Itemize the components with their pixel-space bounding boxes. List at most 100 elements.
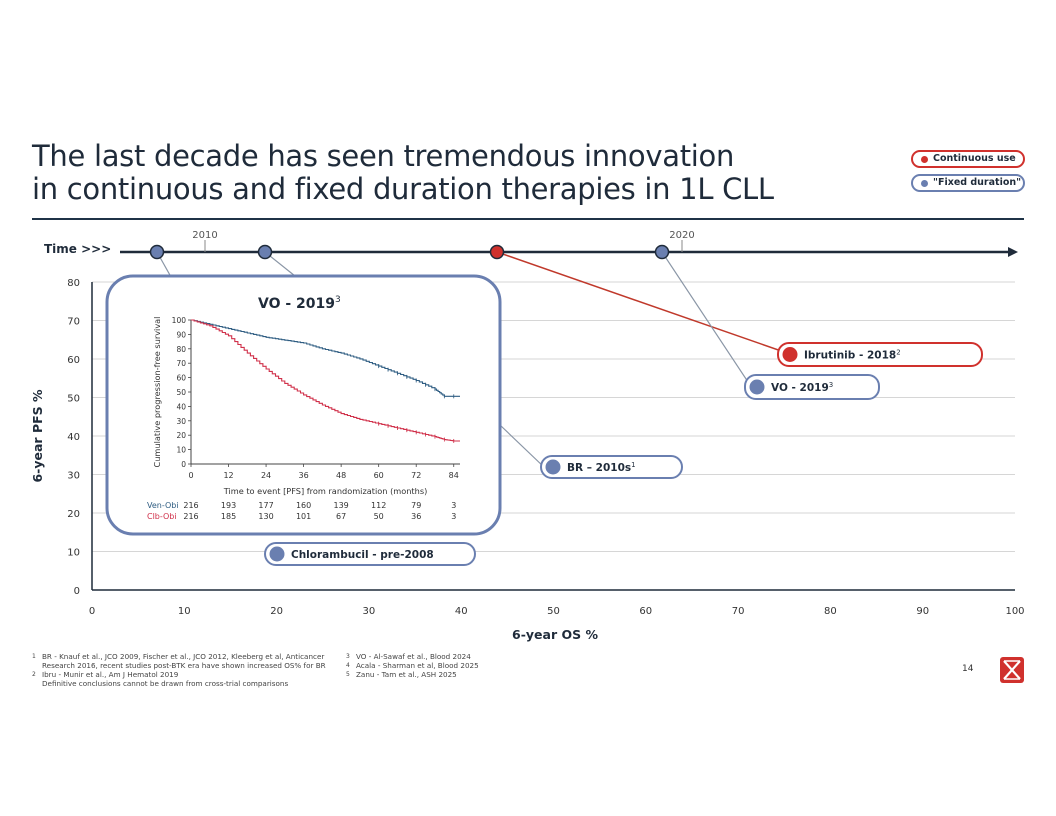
title-line-1: The last decade has seen tremendous inno…	[32, 139, 735, 173]
data-point-label: VO - 20193	[771, 381, 833, 394]
x-tick-label: 20	[270, 606, 283, 617]
title-line-2: in continuous and fixed duration therapi…	[32, 172, 774, 206]
inset-x-tick-label: 48	[336, 471, 346, 480]
x-tick-label: 50	[547, 606, 560, 617]
inset-y-tick-label: 80	[176, 345, 186, 354]
x-tick-label: 0	[89, 606, 95, 617]
x-tick-label: 10	[178, 606, 191, 617]
timeline-label: Time >>>	[44, 242, 111, 256]
company-logo-icon	[1000, 657, 1024, 683]
timeline-year-label: 2020	[669, 230, 694, 241]
inset-y-tick-label: 60	[176, 374, 186, 383]
risk-count: 112	[371, 501, 386, 510]
y-tick-label: 50	[67, 394, 80, 405]
inset-x-tick-label: 12	[223, 471, 233, 480]
footnote: 3 VO - Al-Sawaf et al., Blood 2024	[346, 652, 471, 661]
inset-y-tick-label: 90	[176, 330, 186, 339]
red-dot-icon	[921, 155, 928, 163]
y-tick-label: 60	[67, 355, 80, 366]
timeline-arrow-icon	[1008, 247, 1018, 257]
risk-count: 160	[296, 501, 311, 510]
title-divider	[32, 218, 1024, 220]
risk-count: 3	[451, 501, 456, 510]
timeline-marker-ibrutinib	[489, 244, 505, 260]
inset-x-tick-label: 36	[299, 471, 309, 480]
risk-count: 101	[296, 512, 311, 521]
page-title: The last decade has seen tremendous inno…	[32, 140, 852, 206]
data-point-label: BR – 2010s1	[567, 461, 636, 474]
risk-count: 177	[258, 501, 273, 510]
connector-line	[499, 424, 546, 469]
inset-y-tick-label: 100	[172, 316, 187, 325]
risk-count: 185	[221, 512, 236, 521]
x-axis-label: 6-year OS %	[512, 627, 598, 642]
x-tick-label: 30	[363, 606, 376, 617]
y-tick-label: 30	[67, 471, 80, 482]
x-tick-label: 60	[639, 606, 652, 617]
inset-panel	[105, 274, 502, 536]
x-tick-label: 70	[732, 606, 745, 617]
inset-x-tick-label: 0	[188, 471, 193, 480]
inset-x-tick-label: 84	[449, 471, 459, 480]
y-axis-label: 6-year PFS %	[30, 389, 45, 483]
inset-y-tick-label: 20	[176, 431, 186, 440]
timeline-marker-chlorambucil	[149, 244, 165, 260]
data-point-label: Chlorambucil - pre-2008	[291, 549, 434, 561]
risk-count: 3	[451, 512, 456, 521]
risk-count: 216	[183, 501, 198, 510]
inset-x-tick-label: 24	[261, 471, 271, 480]
inset-x-tick-label: 60	[374, 471, 384, 480]
legend-continuous-use: Continuous use	[911, 150, 1025, 168]
page-number: 14	[962, 664, 974, 674]
risk-count: 36	[411, 512, 421, 521]
connector-line	[661, 251, 753, 389]
timeline-marker-vo	[654, 244, 670, 260]
data-point-label-box	[540, 455, 683, 479]
risk-count: 130	[258, 512, 273, 521]
data-point-label-box	[777, 342, 983, 367]
data-point-label-box	[744, 374, 880, 400]
risk-row-label: Clb-Obi	[147, 512, 177, 521]
data-point-label-box	[264, 542, 476, 566]
y-tick-label: 0	[74, 586, 80, 597]
x-tick-label: 90	[916, 606, 929, 617]
risk-row-label: Ven-Obi	[147, 501, 179, 510]
data-point-marker	[269, 546, 285, 562]
risk-count: 79	[411, 501, 421, 510]
x-tick-label: 100	[1005, 606, 1024, 617]
data-point-label: Ibrutinib - 20182	[804, 349, 901, 362]
inset-y-tick-label: 40	[176, 402, 186, 411]
inset-y-axis-label: Cumulative progression-free survival	[152, 317, 162, 468]
inset-y-tick-label: 0	[181, 460, 186, 469]
y-tick-label: 10	[67, 548, 80, 559]
y-tick-label: 80	[67, 278, 80, 289]
data-point-marker	[782, 347, 798, 362]
y-tick-label: 70	[67, 317, 80, 328]
footnote: 5 Zanu - Tam et al., ASH 2025	[346, 670, 457, 679]
risk-count: 67	[336, 512, 346, 521]
footnote: 2 Ibru - Munir et al., Am J Hematol 2019	[32, 670, 179, 679]
x-tick-label: 40	[455, 606, 468, 617]
timeline-year-label: 2010	[192, 230, 217, 241]
y-tick-label: 20	[67, 509, 80, 520]
footnotes-right: 3 VO - Al-Sawaf et al., Blood 2024 4 Acala …	[346, 652, 479, 679]
inset-x-tick-label: 72	[411, 471, 421, 480]
inset-y-tick-label: 30	[176, 417, 186, 426]
risk-count: 139	[333, 501, 348, 510]
legend-label: Continuous use	[933, 153, 1016, 164]
x-tick-label: 80	[824, 606, 837, 617]
blue-dot-icon	[921, 179, 928, 187]
footnote: 1 BR - Knauf et al., JCO 2009, Fischer et…	[32, 652, 325, 661]
footnote: Research 2016, recent studies post-BTK e…	[42, 661, 326, 670]
risk-count: 193	[221, 501, 236, 510]
inset-x-axis-label: Time to event [PFS] from randomization (…	[223, 486, 428, 496]
inset-y-tick-label: 50	[176, 388, 186, 397]
footnotes-left: 1 BR - Knauf et al., JCO 2009, Fischer et…	[32, 652, 326, 688]
legend-label: "Fixed duration"	[933, 177, 1022, 188]
footnote: 4 Acala - Sharman et al, Blood 2025	[346, 661, 479, 670]
data-point-marker	[545, 459, 561, 475]
data-point-marker	[749, 379, 765, 395]
connector-line	[496, 251, 788, 354]
inset-y-tick-label: 70	[176, 359, 186, 368]
